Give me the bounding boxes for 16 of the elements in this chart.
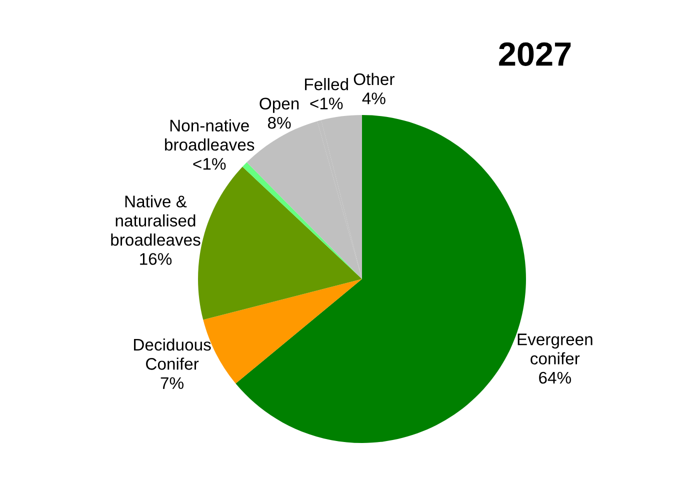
data-label: <1% <box>193 158 226 170</box>
slice-label: Deciduous Conifer <box>134 338 211 370</box>
data-label: <1% <box>310 98 343 110</box>
data-label: 64% <box>539 372 571 384</box>
data-label: 16% <box>140 253 172 265</box>
slice-label: Native & naturalised broadleaves <box>111 195 200 246</box>
slice-label: Non-native broadleaves <box>165 119 254 151</box>
slice-label: Evergreen conifer <box>518 334 592 364</box>
slice-label: Other <box>354 72 394 86</box>
data-label: 8% <box>268 116 291 129</box>
pie-slice <box>242 162 362 279</box>
slice-label: Felled <box>305 78 348 90</box>
chart-title: 2027 <box>499 42 571 66</box>
data-label: 7% <box>160 377 184 389</box>
data-label: 4% <box>362 92 386 104</box>
slice-label: Open <box>260 98 299 113</box>
